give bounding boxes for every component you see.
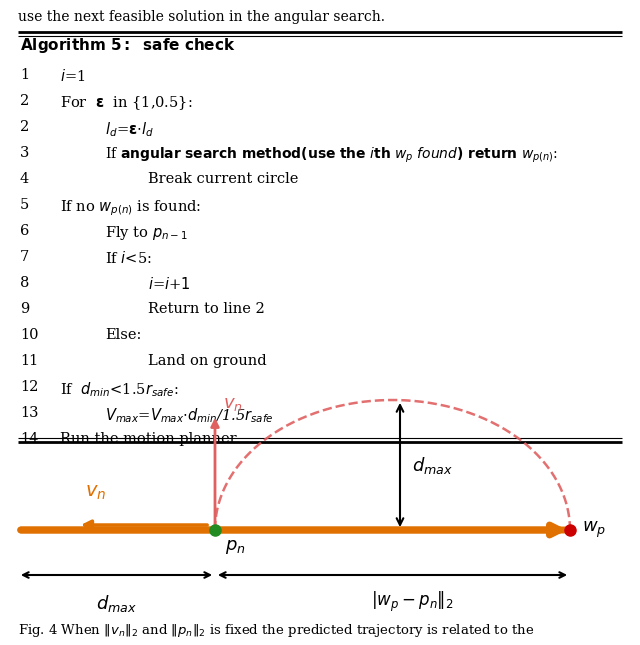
Text: $\mathit{V_{max}}$=$\mathit{V_{max}}$$\cdot$$\mathit{d_{min}}$/1.5$\mathit{r_{sa: $\mathit{V_{max}}$=$\mathit{V_{max}}$$\c…: [105, 406, 274, 424]
Text: $\mathit{i}$=1: $\mathit{i}$=1: [60, 68, 85, 84]
Text: 5: 5: [20, 198, 29, 212]
Text: Fig. 4 When $\|v_n\|_2$ and $\|p_n\|_2$ is fixed the predicted trajectory is rel: Fig. 4 When $\|v_n\|_2$ and $\|p_n\|_2$ …: [18, 622, 534, 639]
Text: Run the motion planner: Run the motion planner: [60, 432, 237, 446]
Text: 12: 12: [20, 380, 38, 394]
Text: $\mathit{i}$=$\mathit{i}$+$\mathit{1}$: $\mathit{i}$=$\mathit{i}$+$\mathit{1}$: [148, 276, 191, 292]
Text: For  $\boldsymbol{\varepsilon}$  in {1,0.5}:: For $\boldsymbol{\varepsilon}$ in {1,0.5…: [60, 94, 193, 112]
Text: $\mathit{p_n}$: $\mathit{p_n}$: [225, 538, 246, 556]
Text: 1: 1: [20, 68, 29, 82]
Text: 6: 6: [20, 224, 29, 238]
Text: Land on ground: Land on ground: [148, 354, 267, 368]
Text: $\mathit{d_{max}}$: $\mathit{d_{max}}$: [95, 593, 136, 614]
Text: If $\mathit{i}$<5:: If $\mathit{i}$<5:: [105, 250, 152, 266]
Text: 11: 11: [20, 354, 38, 368]
Text: $\mathit{v_n}$: $\mathit{v_n}$: [85, 484, 107, 502]
Text: 10: 10: [20, 328, 38, 342]
Text: use the next feasible solution in the angular search.: use the next feasible solution in the an…: [18, 10, 385, 24]
Text: Fly to $\mathit{p_{n-1}}$: Fly to $\mathit{p_{n-1}}$: [105, 224, 188, 242]
Text: 14: 14: [20, 432, 38, 446]
Text: 3: 3: [20, 146, 29, 160]
Text: 9: 9: [20, 302, 29, 316]
Text: 7: 7: [20, 250, 29, 264]
Text: 2: 2: [20, 120, 29, 134]
Text: Break current circle: Break current circle: [148, 172, 298, 186]
Text: If no $\mathit{w_{p(n)}}$ is found:: If no $\mathit{w_{p(n)}}$ is found:: [60, 198, 202, 217]
Text: $\mathit{w_p}$: $\mathit{w_p}$: [582, 520, 606, 540]
Text: $\mathit{l_d}$=$\boldsymbol{\varepsilon}$$\cdot$$\mathit{l_d}$: $\mathit{l_d}$=$\boldsymbol{\varepsilon}…: [105, 120, 154, 139]
Text: $\mathit{v_n}$: $\mathit{v_n}$: [223, 395, 243, 413]
Text: $\bf{Algorithm\ 5:\ \ safe\ check}$: $\bf{Algorithm\ 5:\ \ safe\ check}$: [20, 36, 236, 55]
Text: $|w_p-p_n\|_2$: $|w_p-p_n\|_2$: [371, 590, 453, 614]
Text: 4: 4: [20, 172, 29, 186]
Text: 8: 8: [20, 276, 29, 290]
Text: 2: 2: [20, 94, 29, 108]
Text: If  $\mathit{d_{min}}$<1.5$\mathit{r_{safe}}$:: If $\mathit{d_{min}}$<1.5$\mathit{r_{saf…: [60, 380, 179, 399]
Text: Return to line 2: Return to line 2: [148, 302, 265, 316]
Text: Else:: Else:: [105, 328, 141, 342]
Text: If $\mathbf{angular\ search\ method(use\ the}$ $\mathit{i}$$\mathbf{th}$ $\mathi: If $\mathbf{angular\ search\ method(use\…: [105, 146, 558, 165]
Text: $\mathit{d_{max}}$: $\mathit{d_{max}}$: [412, 455, 453, 475]
Text: 13: 13: [20, 406, 38, 420]
